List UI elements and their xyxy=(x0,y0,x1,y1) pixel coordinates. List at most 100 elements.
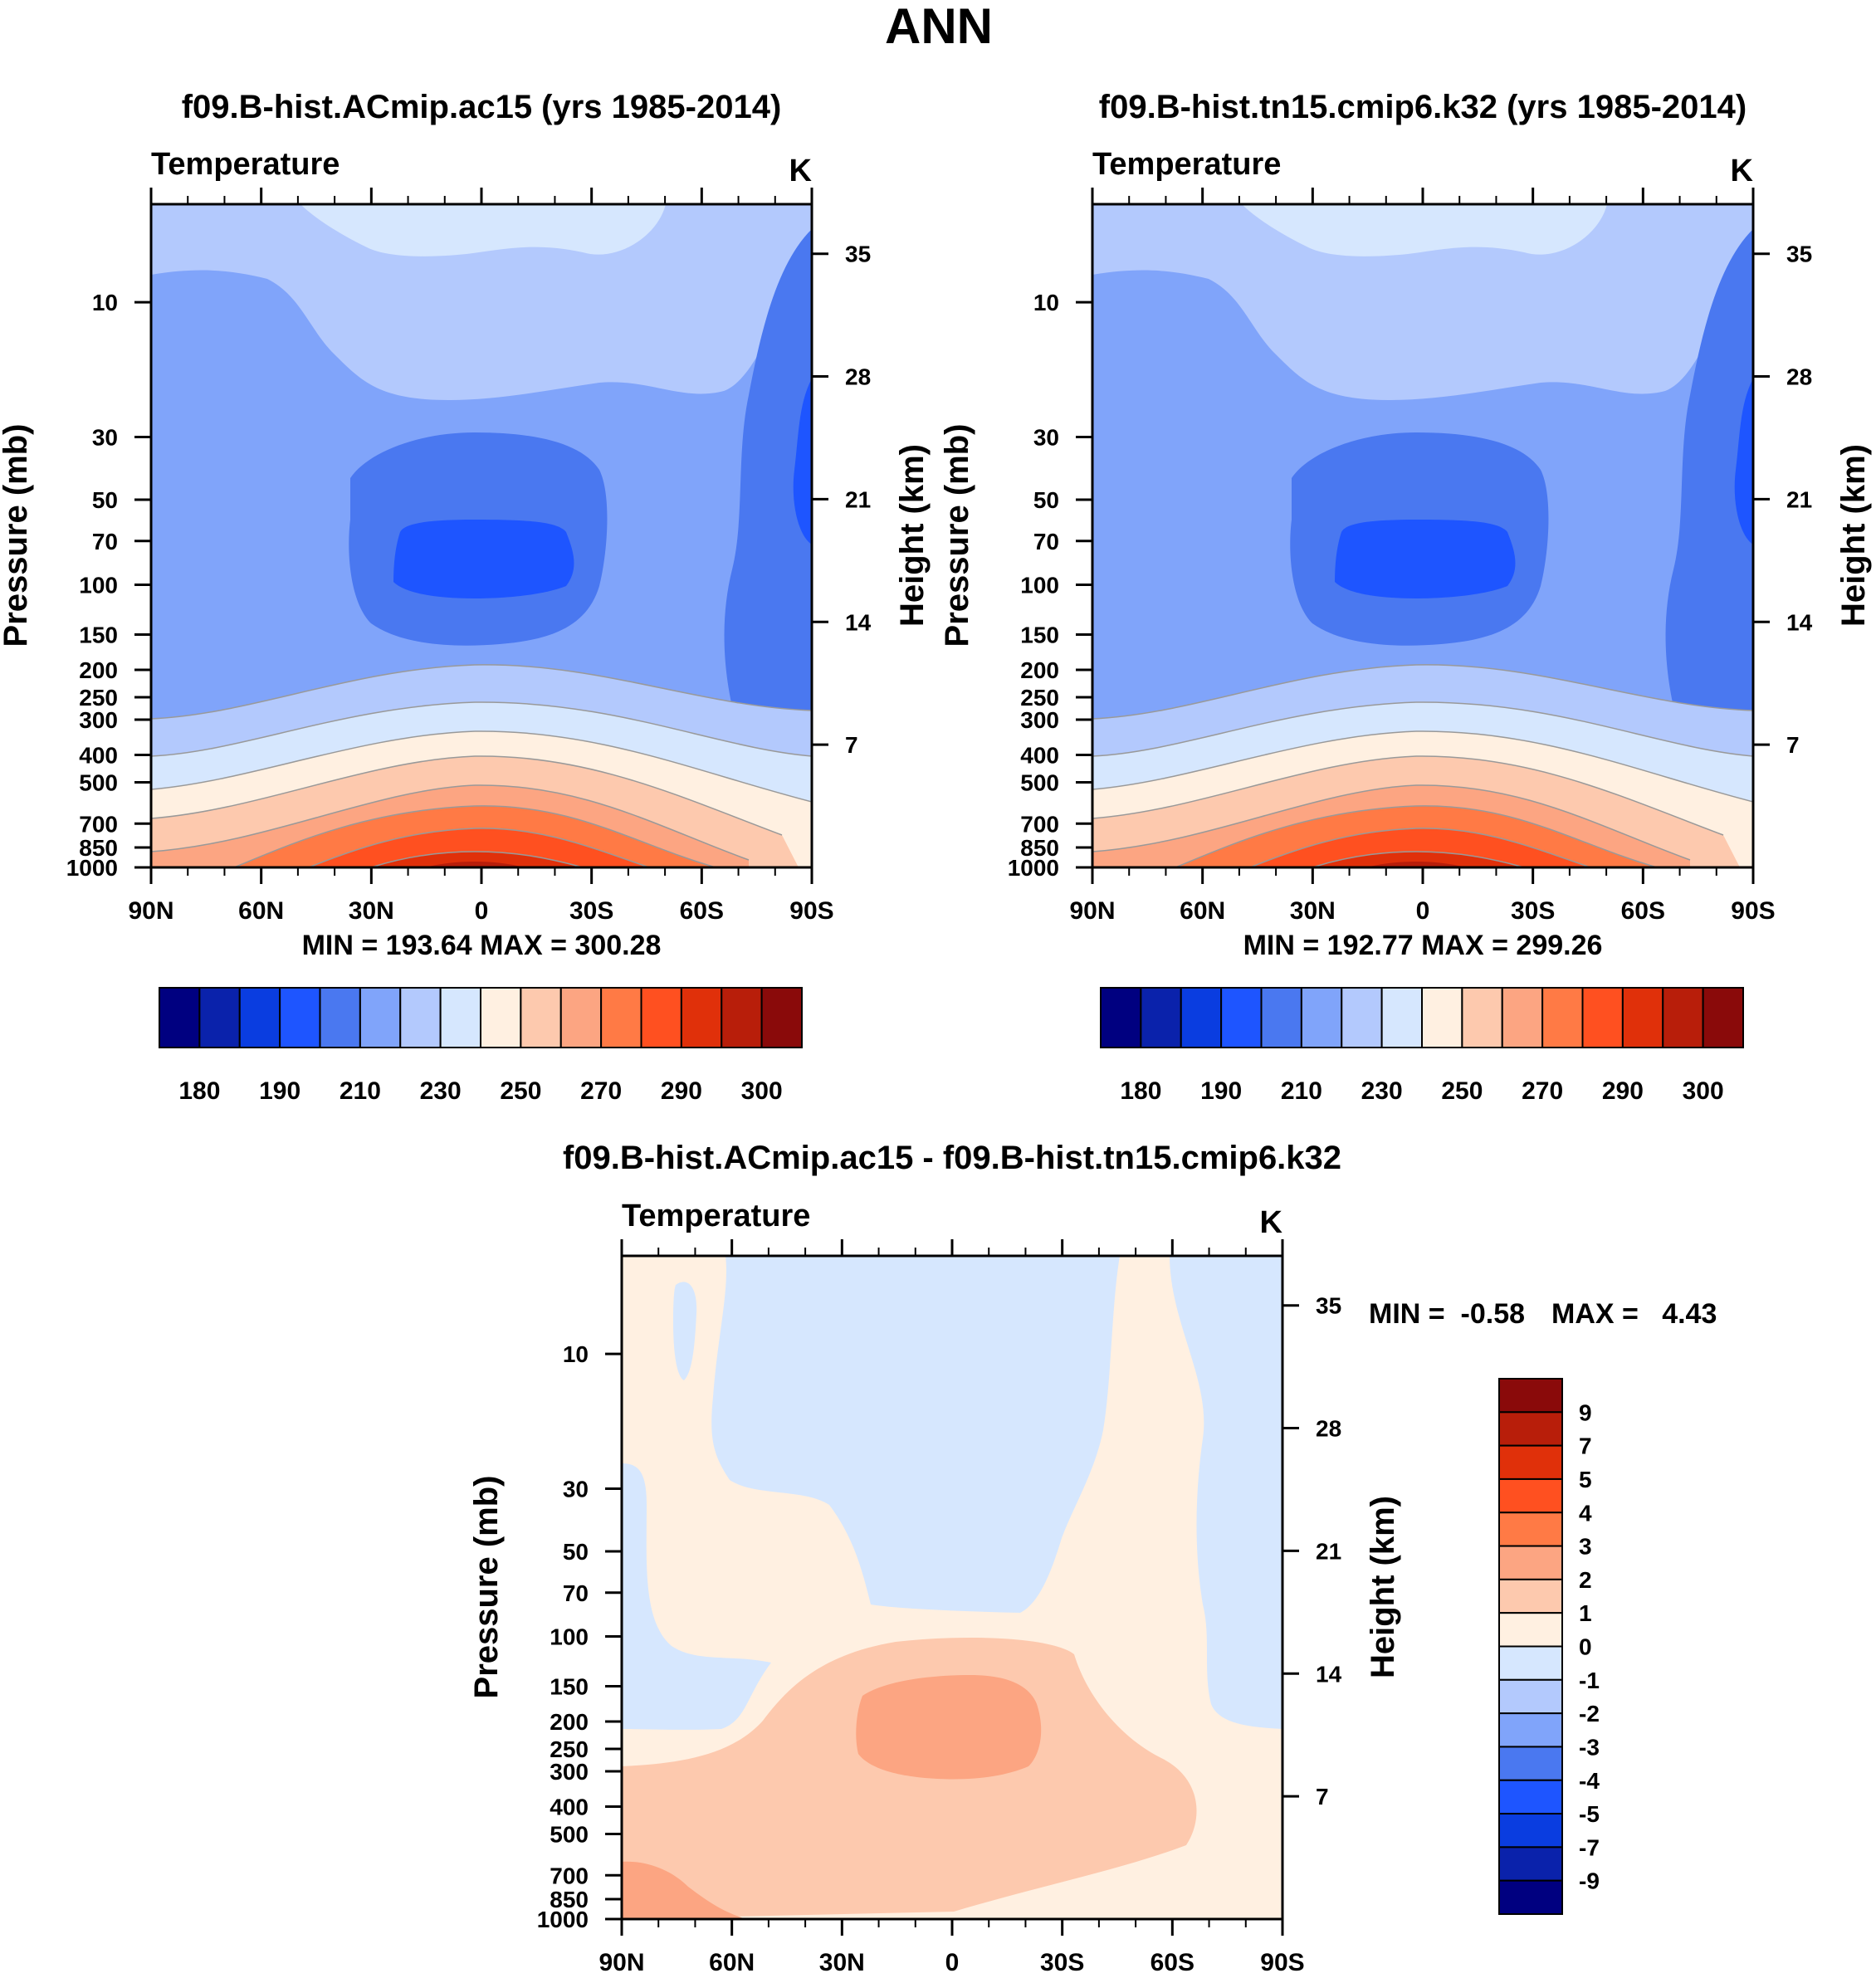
y-right-tick-label: 28 xyxy=(845,364,871,390)
panel-c-colorbar: 9 7 5 4 3 2 1 0 -1 -2 -3 -4 -5 -7 -9 xyxy=(1498,1378,1600,1915)
panel-b: f09.B-hist.tn15.cmip6.k32 (yrs 1985-2014… xyxy=(939,89,1872,1105)
panel-b-left-string: Temperature xyxy=(1092,147,1281,182)
colorbar-box xyxy=(1498,1678,1563,1715)
x-tick-label: 60N xyxy=(709,1949,755,1976)
y-tick-label: 50 xyxy=(92,487,118,513)
y-tick-label: 50 xyxy=(563,1539,589,1565)
colorbar-box xyxy=(1498,1411,1563,1447)
y-tick-label: 700 xyxy=(1020,811,1059,837)
y-tick-label: 250 xyxy=(550,1736,589,1762)
colorbar-box xyxy=(1341,987,1383,1048)
colorbar-label: 180 xyxy=(1120,1077,1161,1105)
y-right-tick-label: 21 xyxy=(845,486,871,512)
y-tick-label: 200 xyxy=(1020,657,1059,683)
x-tick-label: 30S xyxy=(569,897,613,925)
x-tick-label: 90S xyxy=(789,897,833,925)
colorbar-box xyxy=(319,987,361,1048)
y-right-tick-label: 14 xyxy=(845,609,872,635)
colorbar-label: 7 xyxy=(1579,1433,1592,1459)
y-tick-label: 500 xyxy=(1020,770,1059,796)
colorbar-label: 230 xyxy=(420,1077,462,1105)
colorbar-box xyxy=(359,987,402,1048)
colorbar-box xyxy=(198,987,241,1048)
diff-field-low-right xyxy=(1203,1866,1282,1919)
colorbar-box xyxy=(1541,987,1584,1048)
colorbar-box xyxy=(279,987,321,1048)
colorbar-box xyxy=(439,987,481,1048)
x-tick-label: 30N xyxy=(1290,897,1336,925)
colorbar-label: 270 xyxy=(1522,1077,1563,1105)
y-right-tick-label: 14 xyxy=(1786,609,1813,635)
colorbar-label: 210 xyxy=(340,1077,381,1105)
diff-field-neg-right xyxy=(1170,1256,1282,1729)
colorbar-box xyxy=(600,987,642,1048)
panel-a-contour-field xyxy=(151,204,812,867)
x-tick-label: 60S xyxy=(1151,1949,1194,1976)
colorbar-label: 300 xyxy=(741,1077,783,1105)
y-tick-label: 500 xyxy=(79,770,118,796)
y-right-tick-label: 7 xyxy=(845,732,858,758)
y-tick-label: 30 xyxy=(1033,425,1059,451)
figure-title: ANN xyxy=(885,0,993,54)
y-right-tick-label: 35 xyxy=(845,242,871,267)
colorbar-box xyxy=(640,987,682,1048)
panel-a: f09.B-hist.ACmip.ac15 (yrs 1985-2014) Te… xyxy=(0,89,931,1105)
y-right-tick-label: 35 xyxy=(1786,242,1812,267)
diff-field-2-3 xyxy=(856,1675,1042,1780)
colorbar-box xyxy=(159,987,201,1048)
x-tick-label: 0 xyxy=(945,1949,960,1976)
x-tick-label: 90S xyxy=(1260,1949,1304,1976)
panel-a-left-string: Temperature xyxy=(151,147,340,182)
panel-b-ylabel: Pressure (mb) xyxy=(939,424,975,647)
x-tick-label: 30S xyxy=(1511,897,1555,925)
y-tick-label: 300 xyxy=(550,1759,589,1785)
colorbar-label: 290 xyxy=(661,1077,702,1105)
colorbar-box xyxy=(399,987,442,1048)
colorbar-label: 230 xyxy=(1361,1077,1403,1105)
colorbar-box xyxy=(1380,987,1423,1048)
panel-a-title: f09.B-hist.ACmip.ac15 (yrs 1985-2014) xyxy=(182,89,782,125)
panel-c-units: K xyxy=(1260,1205,1283,1240)
y-tick-label: 70 xyxy=(1033,529,1059,554)
colorbar-label: -2 xyxy=(1579,1701,1600,1726)
colorbar-box xyxy=(1662,987,1704,1048)
x-tick-label: 30N xyxy=(819,1949,865,1976)
colorbar-box xyxy=(559,987,603,1048)
colorbar-box xyxy=(1260,987,1302,1048)
diff-field-neg-small xyxy=(673,1282,697,1380)
colorbar-box xyxy=(1100,987,1142,1048)
y-right-tick-label: 35 xyxy=(1316,1293,1341,1319)
colorbar-label: 5 xyxy=(1579,1467,1592,1492)
colorbar-box xyxy=(680,987,723,1048)
colorbar-box xyxy=(1498,1879,1563,1915)
colorbar-label: 270 xyxy=(580,1077,622,1105)
panel-a-stats: MIN = 193.64 MAX = 300.28 xyxy=(302,930,662,961)
x-tick-label: 60N xyxy=(1180,897,1225,925)
y-tick-label: 200 xyxy=(550,1709,589,1735)
colorbar-box xyxy=(1180,987,1223,1048)
colorbar-box xyxy=(1498,1846,1563,1882)
colorbar-box xyxy=(760,987,803,1048)
panel-a-ylabel-right: Height (km) xyxy=(894,444,931,627)
colorbar-box xyxy=(1498,1578,1563,1614)
panel-a-units: K xyxy=(789,154,813,188)
x-tick-label: 90N xyxy=(128,897,173,925)
colorbar-box xyxy=(238,987,281,1048)
colorbar-box xyxy=(721,987,763,1048)
y-tick-label: 500 xyxy=(550,1822,589,1848)
y-right-tick-label: 21 xyxy=(1786,486,1812,512)
y-tick-label: 300 xyxy=(1020,707,1059,733)
y-tick-label: 30 xyxy=(92,425,118,451)
panel-c-title: f09.B-hist.ACmip.ac15 - f09.B-hist.tn15.… xyxy=(563,1140,1341,1176)
colorbar-box xyxy=(1498,1444,1563,1480)
colorbar-label: 250 xyxy=(500,1077,541,1105)
y-tick-label: 150 xyxy=(550,1673,589,1699)
panel-a-axes: 90N 60N 30N 0 30S 60S 90S103050701001502002503… xyxy=(66,188,872,925)
colorbar-box xyxy=(1461,987,1503,1048)
panel-c: f09.B-hist.ACmip.ac15 - f09.B-hist.tn15.… xyxy=(468,1140,1717,1976)
y-right-tick-label: 28 xyxy=(1786,364,1812,390)
colorbar-box xyxy=(1702,987,1744,1048)
x-tick-label: 0 xyxy=(475,897,489,925)
panel-b-units: K xyxy=(1731,154,1754,188)
colorbar-label: 1 xyxy=(1579,1600,1592,1626)
